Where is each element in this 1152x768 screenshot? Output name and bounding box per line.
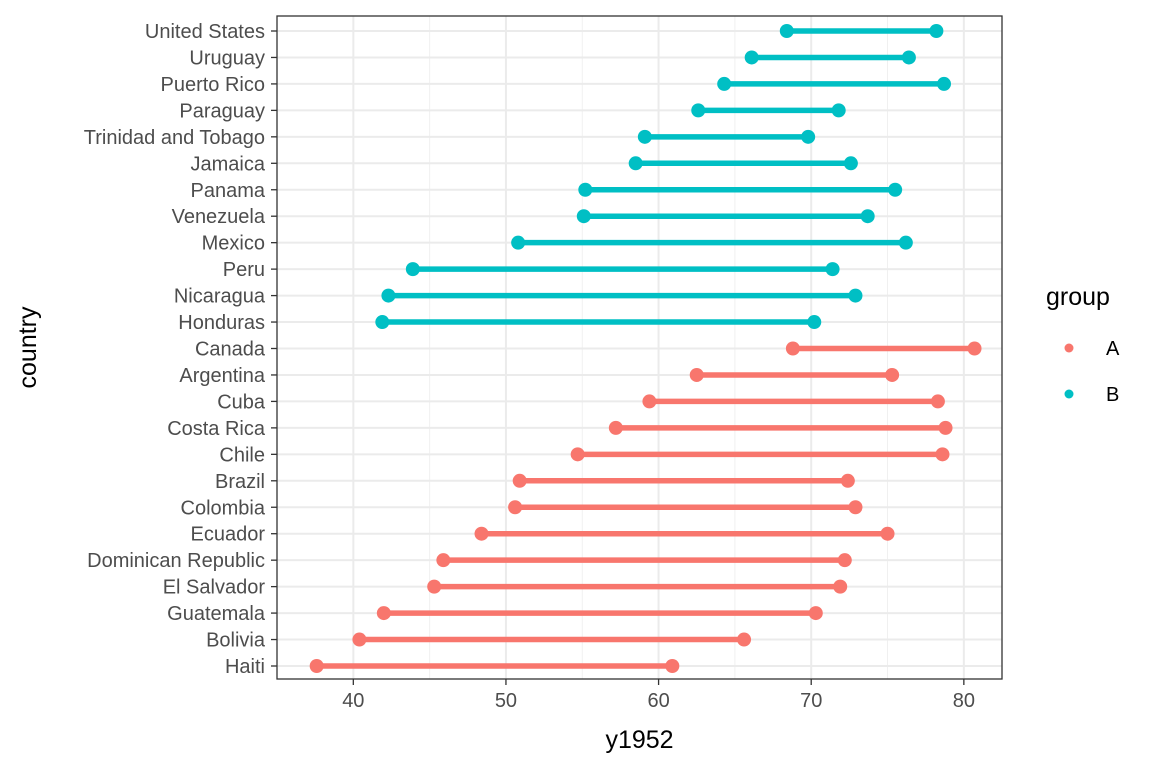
point-end: [831, 103, 846, 118]
point-start: [717, 76, 732, 91]
point-start: [785, 341, 800, 356]
y-tick-label: Venezuela: [172, 206, 266, 228]
point-end: [937, 76, 951, 91]
y-tick-label: Bolivia: [206, 630, 266, 652]
y-tick-label: Honduras: [178, 312, 265, 334]
legend-key-a: [1064, 343, 1074, 353]
point-start: [628, 156, 643, 171]
point-start: [375, 315, 390, 330]
y-tick-label: Paraguay: [179, 100, 265, 122]
point-end: [860, 209, 875, 224]
point-start: [512, 473, 527, 488]
point-start: [691, 103, 706, 118]
point-end: [843, 156, 858, 171]
point-end: [801, 129, 816, 144]
point-start: [689, 367, 704, 382]
y-tick-label: Ecuador: [191, 524, 266, 546]
y-axis: United States Uruguay Puerto Rico Paraguay T…: [84, 21, 277, 678]
point-end: [929, 24, 944, 38]
x-axis-title: y1952: [605, 726, 673, 754]
x-tick-label: 50: [495, 690, 517, 712]
legend-key-b: [1064, 389, 1074, 399]
point-end: [807, 315, 822, 330]
x-tick-label: 70: [800, 690, 822, 712]
y-tick-label: Uruguay: [189, 47, 265, 69]
point-end: [665, 659, 680, 673]
point-start: [608, 420, 623, 435]
point-end: [888, 182, 903, 197]
x-tick-label: 60: [647, 690, 669, 712]
legend-label-a: A: [1106, 338, 1120, 360]
point-end: [901, 50, 916, 65]
legend-label-b: B: [1106, 384, 1119, 406]
y-tick-label: Nicaragua: [174, 286, 266, 308]
y-tick-label: Argentina: [179, 365, 265, 387]
legend-title: group: [1046, 283, 1110, 311]
point-start: [570, 447, 585, 462]
point-start: [508, 500, 523, 515]
y-tick-label: Brazil: [215, 471, 265, 493]
point-start: [576, 209, 591, 224]
y-tick-label: Costa Rica: [167, 418, 266, 440]
point-start: [309, 659, 324, 673]
y-tick-label: Jamaica: [191, 153, 266, 175]
chart-marks: [309, 24, 982, 673]
y-tick-label: Canada: [195, 339, 266, 361]
point-start: [352, 632, 367, 647]
point-end: [848, 500, 863, 515]
point-start: [381, 288, 396, 303]
y-tick-label: Trinidad and Tobago: [84, 127, 265, 149]
y-tick-label: Haiti: [225, 656, 265, 678]
point-start: [642, 394, 657, 409]
point-start: [427, 579, 442, 594]
point-end: [885, 367, 900, 382]
point-end: [880, 526, 895, 541]
point-start: [779, 24, 794, 38]
point-end: [840, 473, 855, 488]
point-start: [474, 526, 489, 541]
y-tick-label: Colombia: [181, 497, 266, 519]
y-tick-label: El Salvador: [163, 577, 266, 599]
point-end: [833, 579, 848, 594]
point-end: [935, 447, 950, 462]
point-start: [436, 553, 451, 568]
y-tick-label: Chile: [219, 444, 265, 466]
point-start: [511, 235, 526, 250]
point-end: [825, 262, 840, 277]
y-tick-label: United States: [145, 21, 265, 43]
y-tick-label: Panama: [191, 180, 266, 202]
y-tick-label: Mexico: [202, 233, 265, 255]
y-axis-title: country: [14, 306, 42, 388]
point-start: [578, 182, 593, 197]
x-tick-label: 80: [953, 690, 975, 712]
x-axis: 40 50 60 70 80: [342, 679, 975, 712]
point-start: [376, 606, 391, 621]
point-end: [930, 394, 945, 409]
y-tick-label: Peru: [223, 259, 265, 281]
y-tick-label: Cuba: [217, 391, 266, 413]
y-tick-label: Dominican Republic: [87, 550, 265, 572]
point-end: [898, 235, 913, 250]
point-start: [744, 50, 759, 65]
point-end: [938, 420, 953, 435]
point-end: [837, 553, 852, 568]
y-tick-label: Guatemala: [167, 603, 266, 625]
point-end: [848, 288, 863, 303]
point-start: [637, 129, 652, 144]
point-end: [808, 606, 823, 621]
y-tick-label: Puerto Rico: [161, 74, 266, 96]
x-tick-label: 40: [342, 690, 364, 712]
point-end: [967, 341, 982, 356]
panel-border: [276, 15, 1003, 680]
point-start: [405, 262, 420, 277]
point-end: [737, 632, 752, 647]
legend: group A B: [1046, 283, 1120, 406]
